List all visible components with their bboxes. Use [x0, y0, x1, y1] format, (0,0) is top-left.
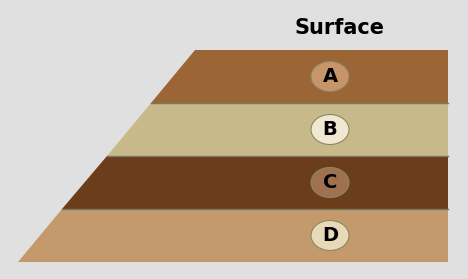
Ellipse shape [311, 220, 349, 251]
Polygon shape [62, 156, 448, 209]
Ellipse shape [311, 61, 349, 92]
Polygon shape [107, 103, 448, 156]
Polygon shape [18, 209, 448, 262]
Text: B: B [322, 120, 337, 139]
Ellipse shape [311, 167, 349, 198]
Text: C: C [323, 173, 337, 192]
Ellipse shape [311, 114, 349, 145]
Text: D: D [322, 226, 338, 245]
Text: A: A [322, 67, 337, 86]
Polygon shape [151, 50, 448, 103]
Text: Surface: Surface [295, 18, 385, 38]
